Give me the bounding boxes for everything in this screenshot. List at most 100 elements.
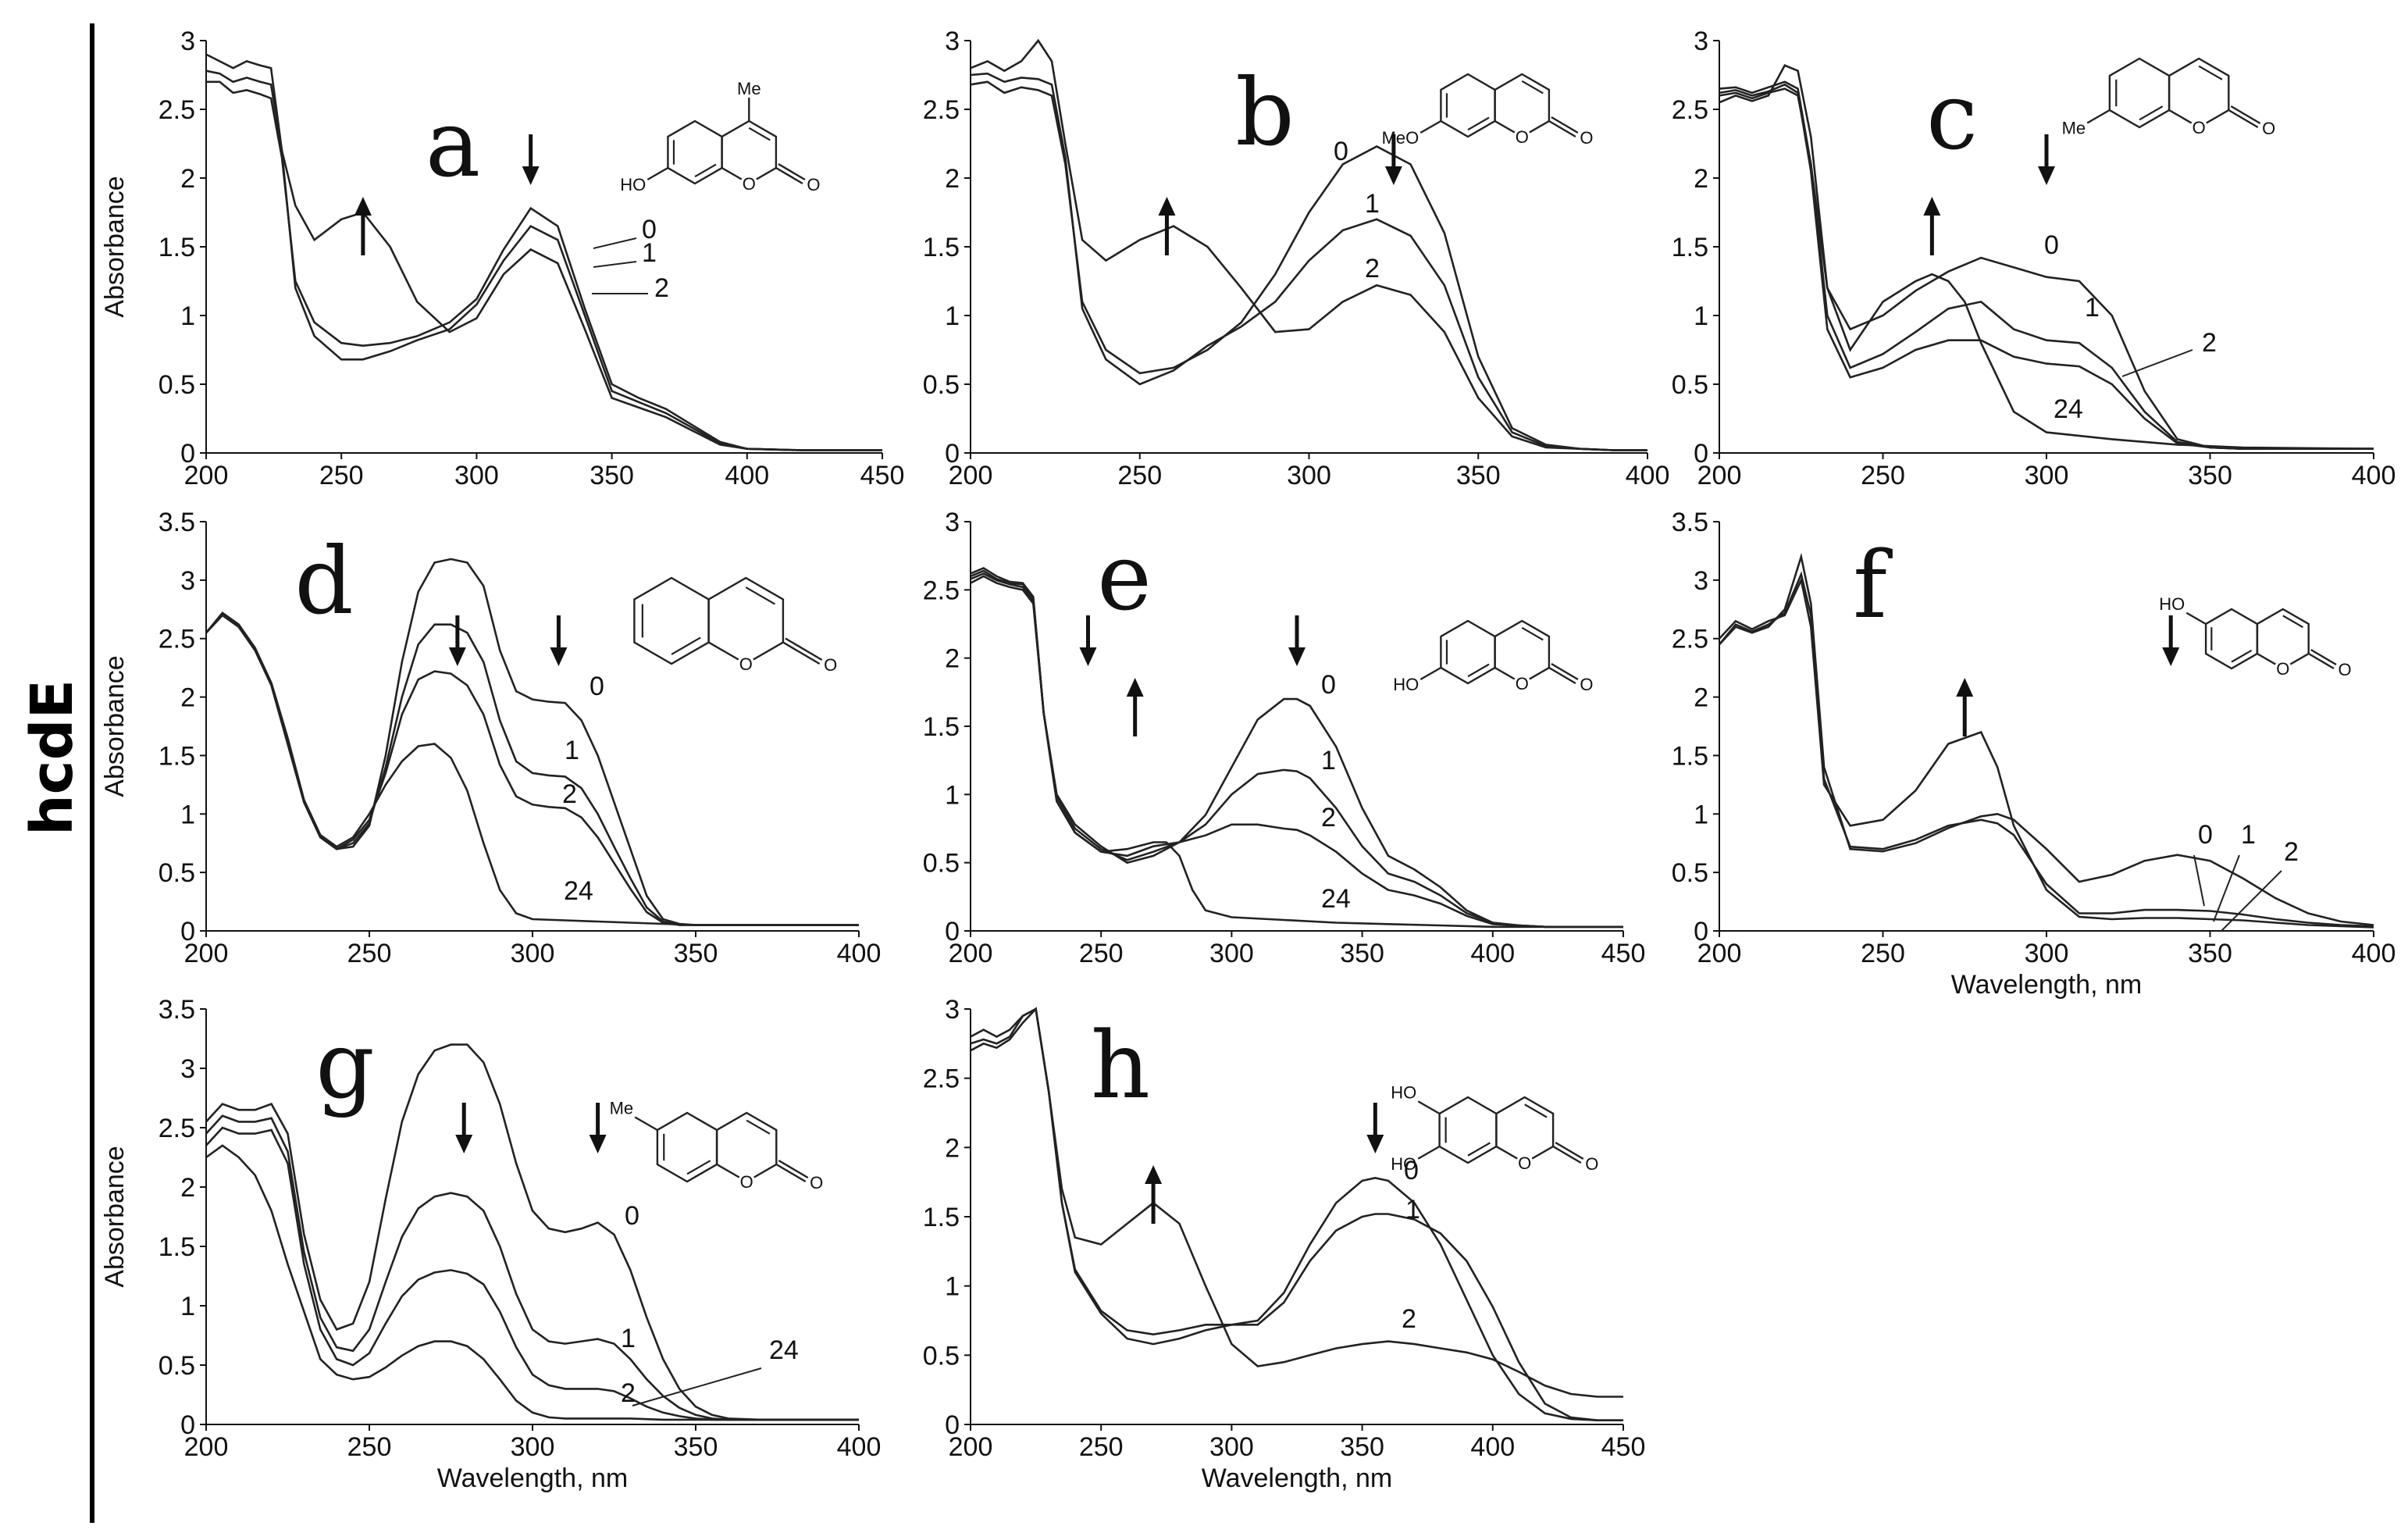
y-tick-label: 3: [1694, 27, 1708, 56]
x-tick-label: 450: [1601, 939, 1646, 968]
arrow-down: [2038, 134, 2055, 185]
arrow-down: [550, 615, 568, 666]
y-tick-label: 2.5: [159, 625, 195, 654]
x-axis-label: Wavelength, nm: [1951, 970, 2142, 1000]
panel-e: 200 250 300 350 400 450 0 0.5 1 1.5 2 2.5 3 e 0 1 2 24 O O H…: [923, 508, 1646, 968]
y-tick-label: 3: [180, 27, 195, 56]
x-tick-label: 200: [184, 939, 229, 968]
structure-ring-oxygen-atom: O: [1516, 127, 1529, 147]
x-tick-label: 200: [949, 939, 993, 968]
arrow-head: [2162, 647, 2180, 666]
y-tick-label: 2.5: [923, 95, 960, 125]
structure-double-bond: [694, 163, 717, 178]
series-label: 1: [1405, 1195, 1420, 1225]
arrow-head: [354, 197, 372, 216]
structure-substituent-label: MeO: [1382, 128, 1420, 148]
series-leader-line: [2121, 349, 2193, 377]
structure-double-bond: [2139, 105, 2164, 121]
structure-substituent-bond: [1420, 666, 1441, 681]
y-tick-label: 1: [180, 800, 195, 829]
arrow-up: [1145, 1165, 1163, 1224]
structure-benzene-ring: [1438, 1096, 1498, 1164]
x-tick-label: 250: [1079, 1432, 1124, 1462]
series-line-2: [1719, 576, 2374, 929]
structure-carbonyl-bond: [2310, 648, 2337, 666]
x-tick-label: 450: [1601, 1432, 1646, 1462]
y-tick-label: 3.5: [1672, 508, 1708, 537]
chemical-structure: O O Me: [610, 1099, 824, 1193]
structure-double-bond: [1467, 116, 1490, 131]
y-tick-label: 1.5: [159, 1232, 195, 1262]
y-tick-label: 3: [945, 995, 960, 1025]
series-line-1: [205, 1114, 859, 1421]
panel-a: 200 250 300 350 400 450 0 0.5 1 1.5 2 2.5 3 Absorbanc…: [100, 27, 904, 490]
panel-letter: h: [1091, 1011, 1150, 1119]
y-tick-label: 3.5: [159, 995, 195, 1025]
series-leader-line: [2193, 854, 2205, 907]
series-label: 24: [2054, 394, 2083, 424]
series-label: 0: [1404, 1156, 1419, 1185]
structure-o-background: [740, 175, 758, 192]
series-leader-line: [2221, 870, 2282, 932]
structure-carbonyl-bond: [775, 1163, 807, 1183]
x-axis-label: Wavelength, nm: [437, 1463, 628, 1493]
x-tick-label: 400: [837, 939, 882, 968]
structure-pyrone-ring: [715, 1111, 778, 1183]
structure-ring-oxygen-atom: O: [739, 654, 753, 674]
arrow-down: [448, 615, 466, 666]
y-tick-label: 1: [180, 301, 195, 331]
structure-carbonyl-bond: [2230, 105, 2261, 125]
structure-carbonyl-bond: [778, 162, 806, 181]
series-line-2: [970, 1007, 1623, 1398]
y-tick-label: 0: [1694, 917, 1708, 947]
series-leader-line: [593, 261, 637, 268]
x-tick-label: 400: [2352, 939, 2396, 968]
arrow-head: [1366, 1135, 1384, 1153]
x-tick-label: 250: [1861, 939, 1905, 968]
x-tick-label: 250: [1079, 939, 1124, 968]
x-tick-label: 350: [590, 461, 634, 490]
structure-benzene-ring: [1440, 619, 1496, 685]
structure-o-background: [738, 1173, 756, 1190]
x-tick-label: 250: [1861, 461, 1905, 490]
y-axis-label: Absorbance: [100, 1146, 130, 1287]
y-tick-label: 1: [1694, 800, 1708, 829]
x-tick-label: 400: [1626, 461, 1670, 490]
x-tick-label: 300: [511, 1432, 555, 1462]
structure-ring-oxygen-atom: O: [1516, 674, 1529, 693]
series-label: 24: [564, 876, 593, 906]
y-tick-label: 1.5: [1672, 233, 1708, 262]
panel-letter: a: [426, 90, 480, 198]
structure-carbonyl-oxygen-atom: O: [807, 175, 820, 194]
structure-o-background: [1513, 128, 1531, 145]
arrow-down: [2162, 615, 2180, 666]
series-label: 1: [1321, 746, 1336, 775]
series-label: 2: [1365, 254, 1380, 283]
panel-g: 200 250 300 350 400 0 0.5 1 1.5 2 2.5 3 3.5 Absorbanc…: [100, 995, 881, 1493]
structure-substituent-bond: [634, 1116, 658, 1132]
structure-carbonyl-bond: [2308, 652, 2335, 670]
structure-substituent-bond: [1420, 119, 1441, 134]
series-label: 1: [2085, 293, 2100, 323]
structure-substituent-label: HO: [1391, 1154, 1416, 1174]
y-tick-label: 0.5: [159, 370, 195, 400]
structure-double-bond: [1524, 1103, 1548, 1118]
panel-f: 200 250 300 350 400 0 0.5 1 1.5 2 2.5 3 3.5 Wavelengt…: [1672, 508, 2396, 1000]
series-label: 0: [625, 1201, 639, 1231]
y-tick-label: 1.5: [159, 233, 195, 262]
y-tick-label: 3: [945, 508, 960, 537]
series-label: 2: [1321, 803, 1336, 832]
series-label: 24: [1321, 884, 1351, 914]
structure-double-bond: [2282, 615, 2304, 629]
structure-benzene-ring: [656, 1111, 718, 1183]
series-line-1: [205, 614, 859, 926]
y-tick-label: 0: [180, 439, 195, 469]
arrow-down: [589, 1103, 607, 1153]
panel-letter: g: [315, 1011, 375, 1119]
arrow-head: [1956, 678, 1974, 697]
y-tick-label: 3.5: [159, 508, 195, 537]
structure-carbonyl-bond: [1548, 119, 1576, 138]
y-tick-label: 3: [180, 566, 195, 596]
structure-benzene-ring: [633, 576, 710, 665]
x-tick-label: 300: [1209, 939, 1254, 968]
